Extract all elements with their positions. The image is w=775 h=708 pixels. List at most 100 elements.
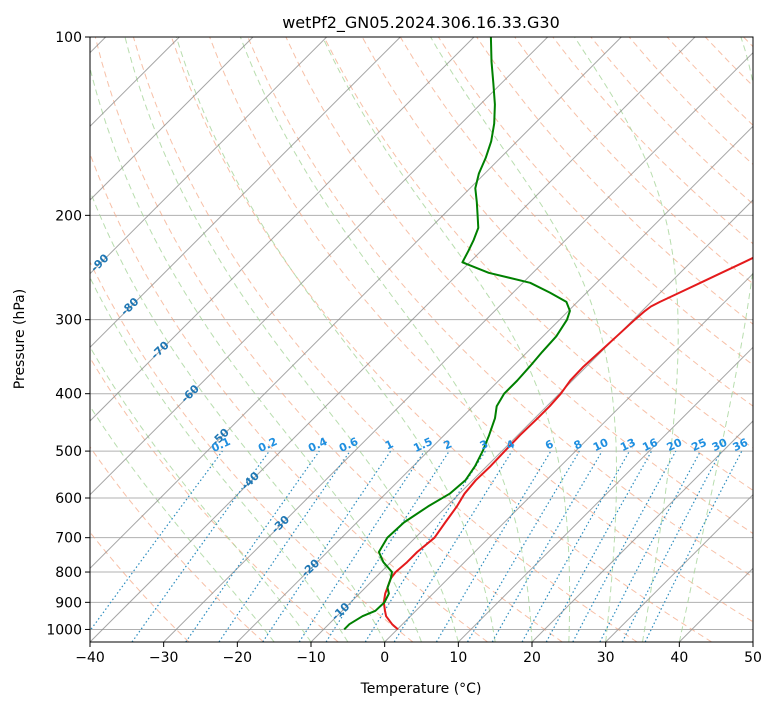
y-tick-label: 700 [55,531,82,547]
dry-adiabat [514,37,753,285]
dry-adiabat [90,356,339,642]
y-axis: 100 200 300 400 500 600 700 800 900 1000 [46,30,90,638]
dry-adiabat [90,446,264,642]
mixing-ratio-label: 2 [442,437,454,452]
isotherm [90,37,328,275]
isotherm [90,37,622,570]
x-tick-label: 20 [523,650,541,666]
mixing-ratio-label: 30 [710,436,730,454]
isotherm [90,37,549,496]
mixing-ratio-labels: 0.1 0.2 0.4 0.6 1 1.5 2 3 4 6 8 10 13 16 20 25 30 36 [209,435,750,455]
isotherm [90,37,696,642]
x-tick-label: −40 [75,650,105,666]
dry-adiabat [90,260,414,642]
mixing-ratio-line [218,450,351,642]
moist-adiabat [90,189,386,642]
mixing-ratio-line [262,450,392,642]
moist-adiabat [678,37,753,642]
y-tick-label: 200 [55,208,82,224]
mixing-ratio-label: 13 [618,436,637,454]
moist-adiabat [90,65,422,642]
y-tick-label: 900 [55,595,82,611]
mixing-ratio-line [131,450,270,642]
dry-adiabat [743,37,753,48]
mixing-ratio-label: 1.5 [411,435,434,455]
y-tick-label: 600 [55,491,82,507]
dry-adiabat [94,37,563,642]
dry-adiabat [704,37,753,87]
mixing-ratio-line [393,450,513,642]
moist-adiabat [90,276,349,642]
mixing-ratio-label: 0.4 [306,435,329,455]
dry-adiabat [285,37,753,535]
mixing-ratio-label: 10 [591,436,611,454]
moist-adiabat [90,405,275,642]
x-tick-label: −20 [223,650,253,666]
y-tick-label: 400 [55,387,82,403]
moist-adiabat [239,37,533,642]
mixing-ratio-line [298,450,425,642]
mixing-ratio-line [572,450,677,642]
x-tick-label: 10 [449,650,467,666]
mixing-ratio-line [325,450,450,642]
moist-adiabat [90,345,312,642]
chart-title: wetPf2_GN05.2024.306.16.33.G30 [282,13,560,33]
mixing-ratio-line [185,450,320,642]
dry-adiabat [247,37,753,578]
dewpoint-profile [343,37,571,631]
y-tick-label: 800 [55,565,82,581]
x-tick-label: 0 [380,650,389,666]
isotherm [384,272,753,642]
plot-frame [89,36,754,643]
dry-adiabat [132,37,638,642]
mixing-ratio-line [90,450,223,632]
isotherm [678,567,753,642]
moist-adiabat [124,37,459,642]
isotherm [90,37,475,422]
isotherm [90,37,401,349]
dry-adiabat [476,37,753,325]
dry-adiabat [209,37,753,623]
isotherm [90,37,254,201]
dry-adiabat [171,37,712,642]
mixing-ratio-line [435,450,552,642]
mixing-ratio-label: 20 [665,436,685,454]
background-lines [90,37,753,642]
mixing-ratio-line [644,450,743,642]
x-axis-title: Temperature (°C) [360,681,482,697]
dry-adiabat [323,37,753,491]
dry-adiabat [666,37,753,126]
mixing-ratio-line [599,450,702,642]
mixing-ratio-line [545,450,653,642]
y-tick-label: 1000 [46,622,82,638]
profile-lines [343,37,753,631]
y-axis-title: Pressure (hPa) [12,289,28,389]
temperature-profile [382,256,753,631]
isotherm [531,420,753,642]
isotherm [457,346,753,642]
y-tick-label: 500 [55,444,82,460]
isotherm [605,493,753,642]
isotherm [310,199,753,642]
dry-adiabat [552,37,753,245]
mixing-ratio-label: 25 [689,436,708,454]
moist-adiabat [175,37,496,642]
isotherm [236,125,753,642]
mixing-ratio-line [521,450,631,642]
mixing-ratio-label: 36 [731,436,751,454]
dry-adiabat [590,37,753,205]
isotherm [163,51,753,642]
dry-adiabat [90,152,488,642]
mixing-ratio-label: 0.2 [256,435,279,455]
x-tick-label: 40 [670,650,688,666]
x-tick-label: −30 [149,650,179,666]
x-tick-label: 50 [744,650,762,666]
isotherm [752,641,753,642]
moist-adiabat [574,37,679,642]
mixing-ratio-line [466,450,580,642]
mixing-ratio-label: 16 [640,436,660,454]
y-tick-label: 100 [55,30,82,46]
mixing-ratio-label: 0.6 [337,435,360,455]
x-axis: −40 −30 −20 −10 0 10 20 30 40 50 [75,642,762,666]
